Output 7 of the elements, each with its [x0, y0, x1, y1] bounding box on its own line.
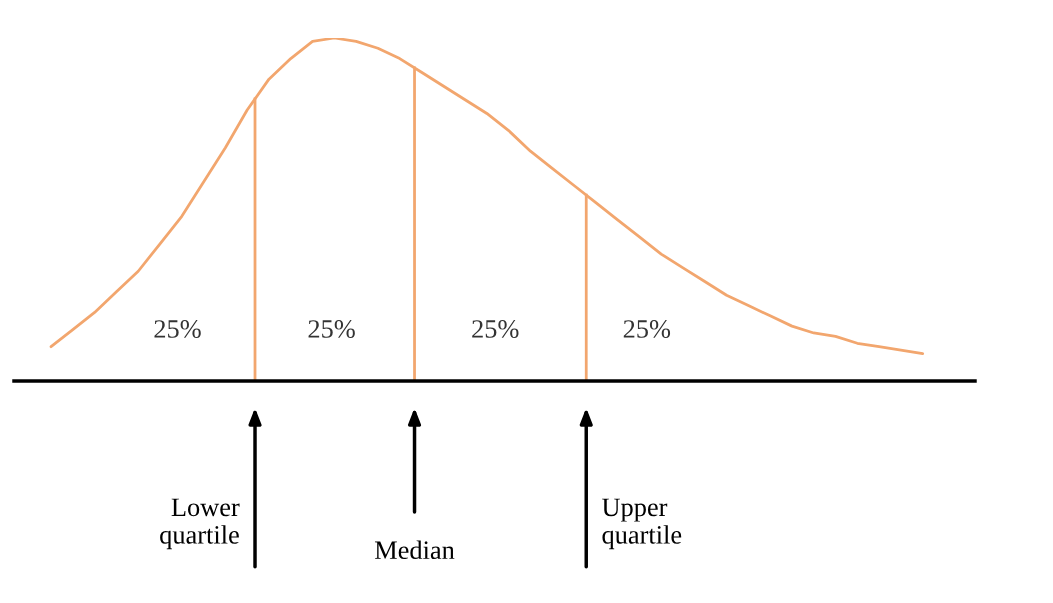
annotation: 25%	[154, 320, 201, 338]
annotation: 25%	[308, 320, 355, 338]
annotation: 25%	[623, 320, 671, 338]
text: Lower quartile	[160, 498, 240, 550]
text: Median	[374, 540, 455, 560]
annotation: 25%	[472, 320, 519, 338]
text: Upper quartile	[602, 498, 682, 550]
